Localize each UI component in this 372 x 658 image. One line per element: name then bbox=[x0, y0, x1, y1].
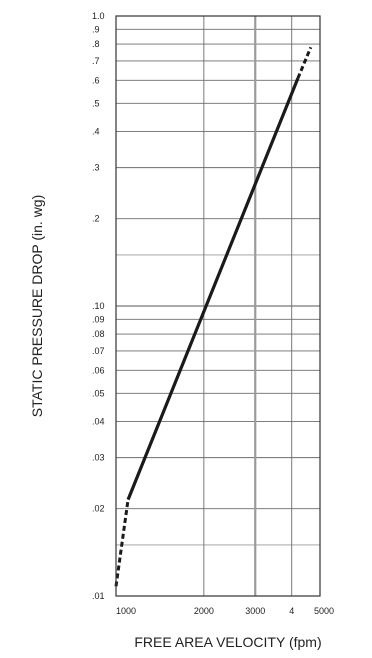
y-tick-label: .8 bbox=[92, 39, 100, 49]
series-line-solid bbox=[126, 77, 300, 501]
y-tick-label: .5 bbox=[92, 98, 100, 108]
series-layer bbox=[114, 46, 313, 587]
grid-layer bbox=[116, 15, 320, 597]
x-tick-label: 1000 bbox=[116, 606, 136, 616]
y-tick-label: .04 bbox=[92, 416, 105, 426]
y-tick-label: .2 bbox=[92, 214, 100, 224]
series-line-dashed bbox=[296, 46, 313, 79]
y-tick-label: .9 bbox=[92, 24, 100, 34]
x-axis-title: FREE AREA VELOCITY (fpm) bbox=[134, 634, 321, 650]
y-tick-label: .3 bbox=[92, 163, 100, 173]
y-tick-label: .4 bbox=[92, 126, 100, 136]
y-tick-labels: 1.0 .9 .8 .7 .6 .5 .4 .3 .2 .10 .09 .08 .07 .06 .05 .04… bbox=[92, 11, 105, 601]
y-axis-title: STATIC PRESSURE DROP (in. wg) bbox=[29, 195, 45, 417]
y-tick-label: .10 bbox=[92, 301, 105, 311]
y-tick-label: .06 bbox=[92, 365, 105, 375]
y-tick-label: 1.0 bbox=[92, 11, 105, 21]
y-tick-label: .05 bbox=[92, 388, 105, 398]
y-tick-label: .6 bbox=[92, 75, 100, 85]
x-tick-label: 5000 bbox=[314, 606, 334, 616]
y-tick-label: .03 bbox=[92, 453, 105, 463]
x-tick-label: 4 bbox=[289, 606, 294, 616]
y-tick-label: .02 bbox=[92, 504, 105, 514]
y-tick-label: .7 bbox=[92, 56, 100, 66]
y-tick-label: .09 bbox=[92, 314, 105, 324]
series-line-dashed bbox=[114, 499, 130, 587]
y-tick-label: .08 bbox=[92, 329, 105, 339]
x-tick-labels: 1000 2000 3000 4 5000 bbox=[116, 606, 334, 616]
x-tick-label: 3000 bbox=[245, 606, 265, 616]
y-tick-label: .01 bbox=[92, 591, 105, 601]
y-tick-label: .07 bbox=[92, 346, 105, 356]
plot-frame bbox=[115, 15, 321, 597]
x-tick-label: 2000 bbox=[194, 606, 214, 616]
